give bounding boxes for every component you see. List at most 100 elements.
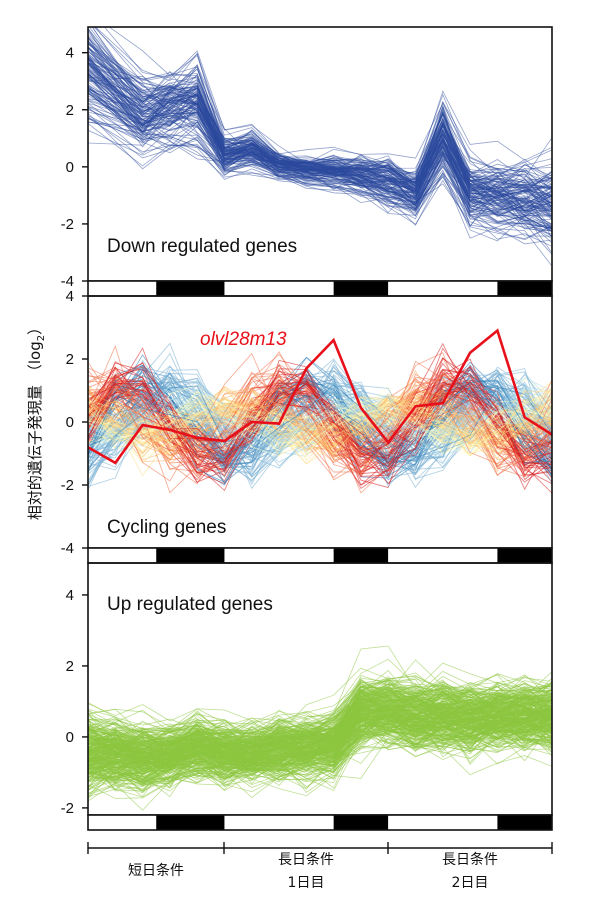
y-tick-label: -4	[61, 540, 74, 557]
gene-line	[88, 387, 552, 477]
gene-line	[108, 27, 552, 185]
gene-line	[88, 399, 552, 459]
gene-line	[95, 27, 552, 177]
gene-line	[88, 382, 552, 464]
gene-line	[88, 362, 552, 470]
gene-line	[88, 722, 552, 799]
gene-line	[88, 685, 552, 744]
panel-cycling: olvl28m13 Cycling genes 4 2 0 -2 -4	[61, 288, 553, 564]
light-period	[388, 815, 498, 830]
gene-line	[88, 679, 552, 766]
dark-period	[333, 281, 389, 296]
gene-line	[88, 683, 552, 742]
x-axis-groups: 短日条件 長日条件 1日目 長日条件 2日目	[87, 842, 553, 891]
x-group-label: 2日目	[452, 875, 489, 891]
gene-line	[88, 388, 552, 444]
dark-period	[333, 548, 389, 563]
y-tick-label: 0	[66, 159, 74, 176]
gene-line	[88, 658, 552, 735]
gene-line	[88, 713, 552, 785]
gene-line	[88, 116, 552, 255]
gene-line	[88, 361, 552, 485]
highlight-gene-label: olvl28m13	[200, 329, 287, 350]
y-tick-label: 4	[66, 587, 74, 604]
gene-line	[88, 700, 552, 773]
gene-line	[88, 92, 552, 242]
light-period	[224, 548, 334, 563]
y-axis-label: 相対的遺伝子発現量（log2）	[26, 320, 47, 520]
gene-line	[88, 670, 552, 734]
x-group-label: 短日条件	[128, 862, 184, 879]
light-period	[388, 281, 498, 296]
gene-line	[88, 719, 552, 789]
gene-line	[88, 395, 552, 465]
light-period	[88, 281, 157, 296]
gene-line	[88, 113, 552, 239]
gene-line	[88, 366, 552, 494]
light-dark-frame	[87, 814, 553, 831]
dark-period	[156, 548, 225, 563]
gene-line	[88, 89, 552, 225]
gene-line	[88, 700, 552, 784]
gene-line	[88, 374, 552, 466]
gene-line	[88, 682, 552, 767]
gene-line	[88, 388, 552, 438]
gene-line	[88, 387, 552, 477]
gene-line	[88, 100, 552, 244]
gene-line	[88, 368, 552, 474]
gene-line	[88, 378, 552, 476]
gene-line	[88, 396, 552, 443]
dark-period	[497, 548, 552, 563]
down-regulated-lines	[88, 27, 552, 267]
light-period	[88, 548, 157, 563]
gene-line	[88, 70, 552, 208]
y-axis-label-text: 相対的遺伝子発現量（log2）	[26, 320, 47, 520]
gene-line	[88, 374, 552, 467]
x-group-label: 長日条件	[278, 851, 334, 868]
gene-line	[88, 693, 552, 756]
y-tick-label: -4	[61, 273, 74, 290]
gene-line	[88, 383, 552, 470]
light-period	[224, 815, 334, 830]
gene-line	[88, 685, 552, 758]
light-period	[388, 548, 498, 563]
y-tick-label: -2	[61, 477, 74, 494]
cycling-lines	[88, 342, 552, 494]
gene-line	[88, 386, 552, 457]
dark-period	[156, 815, 225, 830]
gene-line	[88, 115, 552, 267]
panel-title-cycling: Cycling genes	[107, 517, 226, 538]
y-tick-label: 0	[66, 729, 74, 746]
gene-line	[88, 129, 552, 241]
y-tick-label: 0	[66, 414, 74, 431]
gene-line	[88, 370, 552, 478]
light-dark-bar-3	[87, 814, 553, 831]
x-group-label: 長日条件	[442, 851, 498, 868]
gene-line	[88, 111, 552, 233]
light-period	[224, 281, 334, 296]
gene-line	[88, 720, 552, 788]
gene-line	[88, 735, 552, 785]
light-period	[88, 815, 157, 830]
gene-line	[103, 27, 552, 179]
gene-line	[88, 690, 552, 756]
gene-line	[88, 78, 552, 218]
panel-down-regulated: Down regulated genes 4 2 0 -2 -4	[61, 26, 553, 297]
gene-line	[88, 352, 552, 482]
gene-line	[88, 377, 552, 465]
x-group-label: 1日目	[288, 875, 325, 891]
panel-title-down: Down regulated genes	[107, 236, 297, 257]
gene-line	[88, 369, 552, 494]
highlight-gene-line-path	[87, 328, 553, 465]
gene-line	[88, 76, 552, 223]
gene-line	[88, 372, 552, 468]
dark-period	[497, 281, 552, 296]
dark-period	[156, 281, 225, 296]
gene-line	[88, 715, 552, 770]
y-tick-label: 4	[66, 288, 74, 305]
light-dark-bar-2	[87, 547, 553, 564]
gene-line	[88, 55, 552, 219]
gene-line	[88, 72, 552, 203]
gene-line	[88, 47, 552, 201]
